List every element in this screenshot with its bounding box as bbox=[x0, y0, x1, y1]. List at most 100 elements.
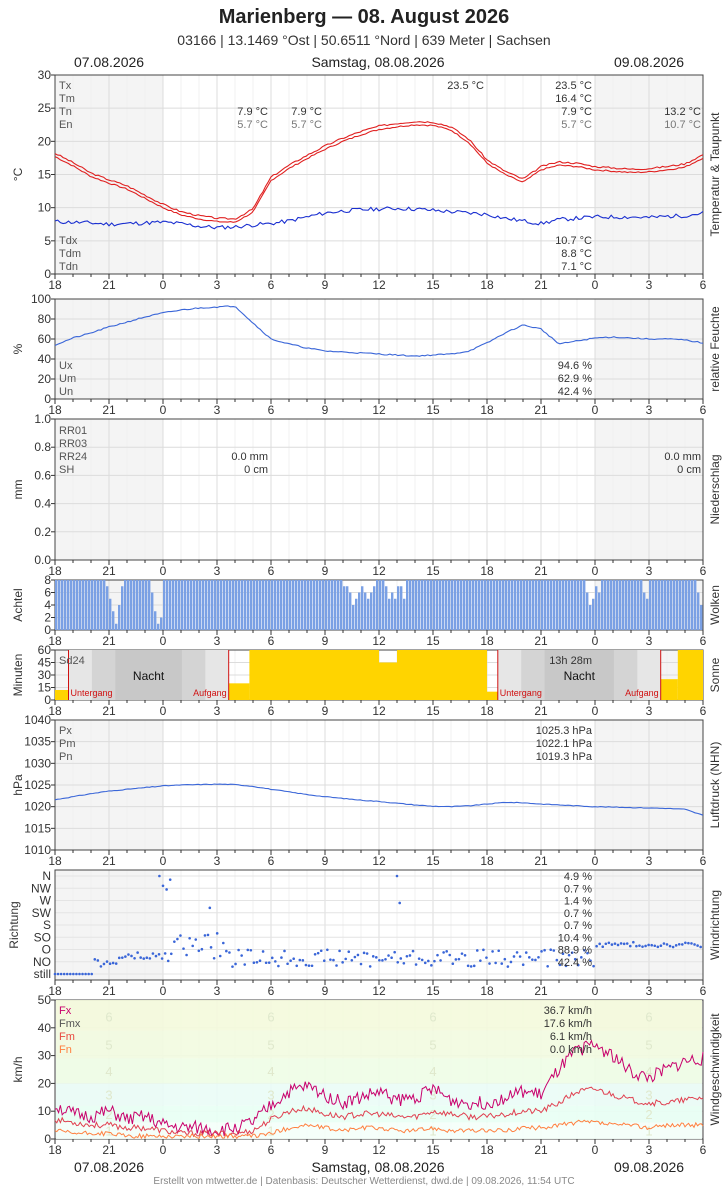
humidity-legend-label: Un bbox=[59, 386, 73, 398]
wind_speed-side-label: Windgeschwindigkeit bbox=[708, 1013, 722, 1126]
cloud-bar bbox=[604, 580, 607, 630]
cloud-bar bbox=[637, 580, 640, 630]
winddir-point bbox=[168, 878, 172, 881]
winddir-point bbox=[491, 950, 494, 953]
winddir-point bbox=[93, 958, 97, 961]
winddir-point bbox=[573, 957, 577, 961]
winddir-point bbox=[381, 959, 384, 962]
winddir-stat: 1.4 % bbox=[564, 896, 592, 908]
winddir-point bbox=[393, 950, 396, 954]
cloud-bar bbox=[370, 592, 373, 630]
cloud-bar bbox=[142, 580, 145, 630]
winddir-point bbox=[228, 951, 231, 954]
beaufort-band bbox=[56, 1105, 702, 1123]
beaufort-label: 5 bbox=[105, 1037, 112, 1052]
humidity-ytick-label: 20 bbox=[38, 372, 52, 386]
cloud-bar bbox=[265, 580, 268, 630]
winddir-point bbox=[555, 958, 559, 962]
winddir-point bbox=[267, 961, 271, 964]
temp-legend-label: Tn bbox=[59, 106, 72, 118]
sun-ytick-label: 15 bbox=[38, 681, 52, 695]
winddir-point bbox=[659, 944, 663, 948]
winddir-point bbox=[130, 954, 133, 958]
clouds-side-label: Wolken bbox=[708, 585, 722, 625]
wind-legend-label: Fx bbox=[59, 1005, 72, 1017]
winddir-category-label: W bbox=[40, 894, 52, 908]
winddir-category-label: N bbox=[42, 869, 51, 883]
date-right: 09.08.2026 bbox=[614, 54, 685, 70]
winddir-xtick-label: 12 bbox=[372, 984, 386, 998]
cloud-bar bbox=[436, 580, 439, 630]
cloud-bar bbox=[679, 580, 682, 630]
cloud-bar bbox=[457, 580, 460, 630]
cloud-bar bbox=[481, 580, 484, 630]
winddir-point bbox=[647, 943, 650, 947]
beaufort-label: 1 bbox=[645, 1124, 652, 1139]
humidity-ytick-label: 80 bbox=[38, 312, 52, 326]
winddir-point bbox=[249, 948, 253, 952]
winddir-point bbox=[105, 960, 109, 963]
beaufort-band bbox=[56, 1030, 702, 1059]
footer-date-right: 09.08.2026 bbox=[614, 1159, 685, 1175]
winddir-point bbox=[151, 952, 155, 955]
pressure-xtick-label: 12 bbox=[372, 854, 386, 868]
pressure-legend-label: Pm bbox=[59, 738, 76, 750]
cloud-bar bbox=[568, 580, 571, 630]
winddir-xtick-label: 6 bbox=[700, 984, 707, 998]
cloud-bar bbox=[85, 580, 88, 630]
wind-speed-xtick-label: 15 bbox=[426, 1143, 440, 1157]
cloud-bar bbox=[160, 617, 163, 630]
wind-speed-xtick-label: 6 bbox=[700, 1143, 707, 1157]
winddir-point bbox=[319, 949, 323, 953]
cloud-bar bbox=[430, 580, 433, 630]
winddir-point bbox=[653, 944, 657, 948]
winddir-point bbox=[558, 963, 562, 967]
page-title: Marienberg — 08. August 2026 bbox=[218, 6, 510, 28]
cloud-bar bbox=[229, 580, 232, 630]
winddir-point bbox=[163, 952, 167, 955]
cloud-bar bbox=[352, 605, 355, 630]
cloud-bar bbox=[640, 580, 643, 630]
cloud-bar bbox=[100, 580, 103, 630]
humidity-xtick-label: 18 bbox=[48, 403, 62, 417]
pressure-ylabel: hPa bbox=[11, 774, 25, 796]
cloud-bar bbox=[304, 580, 307, 630]
cloud-bar bbox=[427, 580, 430, 630]
day2-en: 5.7 °C bbox=[291, 119, 322, 131]
humidity-side-label: relative Feuchte bbox=[708, 306, 722, 392]
night-label: Nacht bbox=[564, 669, 596, 683]
winddir-point bbox=[604, 942, 608, 946]
cloud-bar bbox=[577, 580, 580, 630]
cloud-bar bbox=[184, 580, 187, 630]
cloud-bar bbox=[532, 580, 535, 630]
winddir-point bbox=[503, 957, 507, 961]
temp-legend-label: Tx bbox=[59, 80, 72, 92]
clouds-ytick-label: 6 bbox=[44, 586, 51, 600]
sun-bar bbox=[660, 679, 678, 700]
sun-legend-label: Sd24 bbox=[59, 655, 85, 667]
station-info: 03166 | 13.1469 °Ost | 50.6511 °Nord | 6… bbox=[177, 32, 551, 48]
precip-legend-label: RR03 bbox=[59, 438, 87, 450]
winddir-point bbox=[347, 950, 351, 954]
clouds-xtick-label: 3 bbox=[646, 634, 653, 648]
winddir-point bbox=[580, 956, 583, 959]
beaufort-band bbox=[56, 1000, 702, 1031]
cloud-bar bbox=[220, 580, 223, 630]
cloud-bar bbox=[157, 623, 160, 630]
cloud-bar bbox=[619, 580, 622, 630]
cloud-bar bbox=[328, 580, 331, 630]
winddir-xtick-label: 15 bbox=[426, 984, 440, 998]
winddir-point bbox=[289, 959, 292, 963]
humidity-line bbox=[54, 305, 704, 357]
winddir-point bbox=[589, 959, 592, 962]
sun-xtick-label: 21 bbox=[102, 704, 116, 718]
cloud-bar bbox=[355, 598, 358, 630]
temperature-xtick-label: 0 bbox=[592, 278, 599, 292]
cloud-bar bbox=[658, 580, 661, 630]
cloud-bar bbox=[340, 580, 343, 630]
precipitation-side-label: Niederschlag bbox=[708, 454, 722, 524]
sun-side-label: Sonne bbox=[708, 657, 722, 692]
cloud-bar bbox=[163, 580, 166, 630]
cloud-bar bbox=[136, 580, 139, 630]
winddir-point bbox=[117, 956, 121, 960]
